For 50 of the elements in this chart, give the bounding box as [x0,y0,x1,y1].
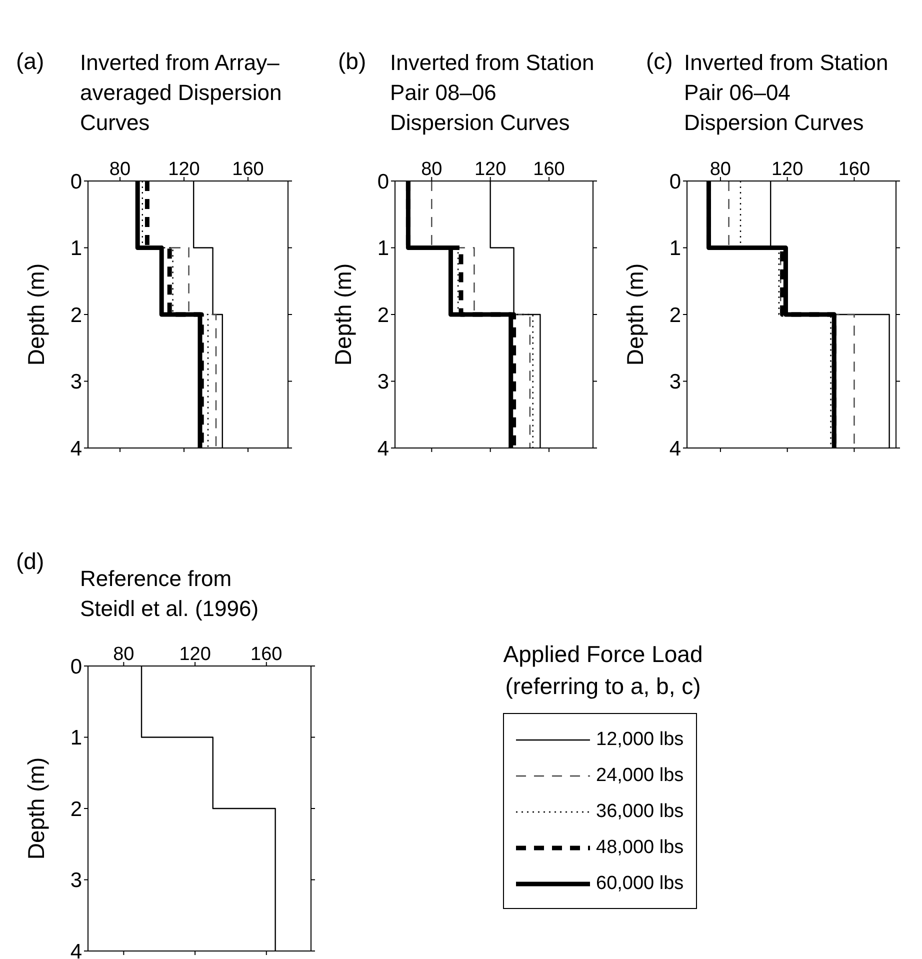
legend-label: 60,000 lbs [596,873,684,895]
text: (b) [338,48,366,75]
y-tick-label: 0 [377,170,389,194]
legend-label: 12,000 lbs [596,729,684,751]
y-tick-label: 3 [669,370,681,394]
legend-label: 48,000 lbs [596,837,684,859]
x-tick-label: 160 [533,159,565,180]
text: (d) [16,548,44,575]
y-axis-title: Depth (m) [23,263,50,366]
legend-label: 36,000 lbs [596,801,684,823]
x-tick-label: 80 [113,644,134,665]
x-tick-label: 80 [710,159,732,180]
y-tick-label: 0 [70,655,82,678]
y-tick-label: 4 [669,437,682,460]
y-axis-title: Depth (m) [622,263,648,366]
y-tick-label: 1 [70,726,82,750]
y-tick-label: 4 [70,437,82,460]
x-tick-label: 160 [838,159,870,180]
x-tick-label: 160 [232,159,264,180]
y-tick-label: 2 [669,304,681,327]
x-tick-label: 80 [421,159,442,180]
x-tick-label: 160 [250,644,282,665]
chart-title: Inverted from Array–averaged Dispersion Curves [80,49,283,137]
y-tick-label: 4 [70,940,82,959]
y-tick-label: 3 [377,370,389,394]
text: (a) [16,48,44,75]
x-tick-label: 120 [474,159,506,180]
y-tick-label: 4 [377,437,390,460]
x-tick-label: 120 [168,159,200,180]
x-tick-label: 120 [771,159,804,180]
y-axis-title: Depth (m) [23,757,50,860]
y-tick-label: 2 [377,304,389,327]
chart-title: Inverted from Station Pair 08–06 Dispersion Curves [390,49,595,137]
text: (c) [646,48,673,75]
chart-title: Inverted from Station Pair 06–04 Dispersion Curves [684,49,889,137]
x-tick-label: 120 [179,644,211,665]
y-tick-label: 2 [70,304,82,327]
y-tick-label: 2 [70,798,82,821]
y-tick-label: 1 [669,237,681,260]
y-tick-label: 1 [377,237,389,260]
legend-label: 24,000 lbs [596,765,684,787]
y-axis-title: Depth (m) [330,263,356,366]
legend-title: Applied Force Load (referring to a, b, c) [502,640,704,701]
y-tick-label: 3 [70,370,82,394]
y-tick-label: 0 [70,170,82,194]
chart-title: Reference from Steidl et al. (1996) [80,565,260,623]
x-tick-label: 80 [109,159,131,180]
y-tick-label: 0 [669,170,681,194]
y-tick-label: 1 [70,237,82,260]
y-tick-label: 3 [70,869,82,892]
